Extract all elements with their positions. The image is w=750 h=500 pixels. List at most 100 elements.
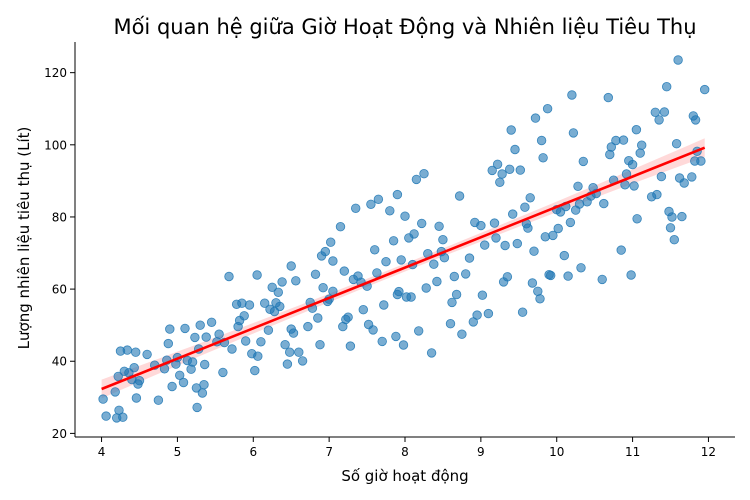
x-axis-label: Số giờ hoạt động (341, 467, 468, 485)
scatter-point (398, 340, 409, 350)
scatter-point (489, 218, 500, 228)
y-axis-label: Lượng nhiên liệu tiêu thụ (Lít) (15, 127, 33, 350)
scatter-point (409, 229, 419, 239)
scatter-point (487, 165, 497, 176)
scatter-point (457, 329, 467, 339)
scatter-point (553, 223, 563, 234)
y-tick-label: 120 (44, 66, 67, 80)
scatter-point (535, 294, 545, 304)
scatter-point (606, 142, 617, 152)
scatter-point (335, 221, 346, 232)
scatter-point (652, 189, 662, 200)
scatter-point (239, 311, 249, 321)
scatter-point (597, 274, 607, 285)
scatter-point (426, 348, 437, 358)
scatter-point (373, 194, 384, 205)
x-tick-label: 6 (249, 445, 257, 459)
scatter-point (525, 193, 535, 203)
scatter-point (318, 283, 328, 293)
scatter-point (576, 263, 586, 273)
scatter-point (500, 240, 510, 251)
scatter-point (578, 156, 589, 167)
scatter-point (492, 159, 503, 170)
scatter-point (687, 172, 697, 182)
scatter-point (379, 300, 389, 310)
scatter-point (392, 189, 403, 200)
scatter-point (671, 138, 682, 149)
scatter-point (700, 84, 710, 95)
scatter-point (573, 181, 583, 192)
scatter-point (480, 240, 490, 250)
scatter-point (508, 209, 518, 219)
scatter-point (227, 344, 237, 354)
scatter-point (618, 135, 629, 145)
y-tick-label: 40 (52, 355, 67, 369)
scatter-point (263, 325, 274, 335)
regression-line-layer (101, 146, 706, 391)
scatter-point (599, 198, 609, 209)
scatter-point (285, 347, 295, 357)
scatter-point (565, 217, 576, 228)
scatter-point (650, 107, 661, 118)
scatter-point (419, 168, 429, 179)
scatter-point (536, 135, 547, 146)
scatter-point (313, 313, 323, 323)
scatter-point (417, 218, 427, 229)
scatter-point (218, 367, 228, 378)
scatter-point (113, 371, 123, 382)
scatter-point (237, 298, 247, 308)
scatter-point (472, 310, 482, 320)
scatter-point (506, 125, 516, 135)
scatter-point (654, 115, 664, 125)
y-tick-label: 20 (52, 427, 67, 441)
scatter-point (190, 332, 200, 343)
x-tick-label: 7 (325, 445, 333, 459)
scatter-point (517, 307, 528, 317)
scatter-point (548, 230, 558, 241)
scatter-point (315, 340, 325, 350)
x-tick-label: 5 (174, 445, 182, 459)
scatter-point (461, 269, 471, 279)
scatter-point (502, 272, 513, 282)
scatter-point (568, 128, 579, 138)
x-tick-label: 4 (98, 445, 106, 459)
scatter-point (605, 149, 615, 160)
scatter-point (512, 238, 523, 249)
x-tick-label: 11 (625, 445, 640, 459)
scatter-point (260, 298, 270, 308)
scatter-point (118, 412, 128, 422)
scatter-point (445, 319, 456, 329)
scatter-point (515, 165, 526, 175)
scatter-point (195, 320, 205, 330)
scatter-point (631, 124, 642, 135)
scatter-point (310, 269, 321, 280)
scatter-point (286, 261, 296, 271)
scatter-point (291, 276, 301, 286)
scatter-point (273, 287, 284, 298)
y-tick-label: 80 (52, 210, 67, 224)
scatter-point (368, 325, 378, 335)
scatter-point (351, 203, 361, 214)
scatter-point (110, 387, 120, 397)
scatter-point (328, 256, 338, 266)
scatter-point (288, 328, 299, 338)
scatter-point (131, 393, 142, 403)
scatter-point (358, 305, 369, 315)
scatter-point (464, 253, 475, 263)
scatter-point (505, 164, 515, 175)
scatter-point (677, 211, 687, 222)
scatter-point (391, 331, 401, 342)
scatter-point (294, 347, 304, 357)
scatter-point (199, 380, 209, 390)
scatter-point (491, 233, 501, 243)
scatter-point (421, 283, 431, 293)
scatter-point (432, 276, 442, 287)
scatter-point (101, 411, 111, 421)
scatter-point (497, 169, 507, 179)
scatter-point (616, 245, 626, 255)
scatter-point (669, 234, 680, 245)
scatter-point (400, 211, 410, 221)
scatter-point (256, 337, 266, 347)
